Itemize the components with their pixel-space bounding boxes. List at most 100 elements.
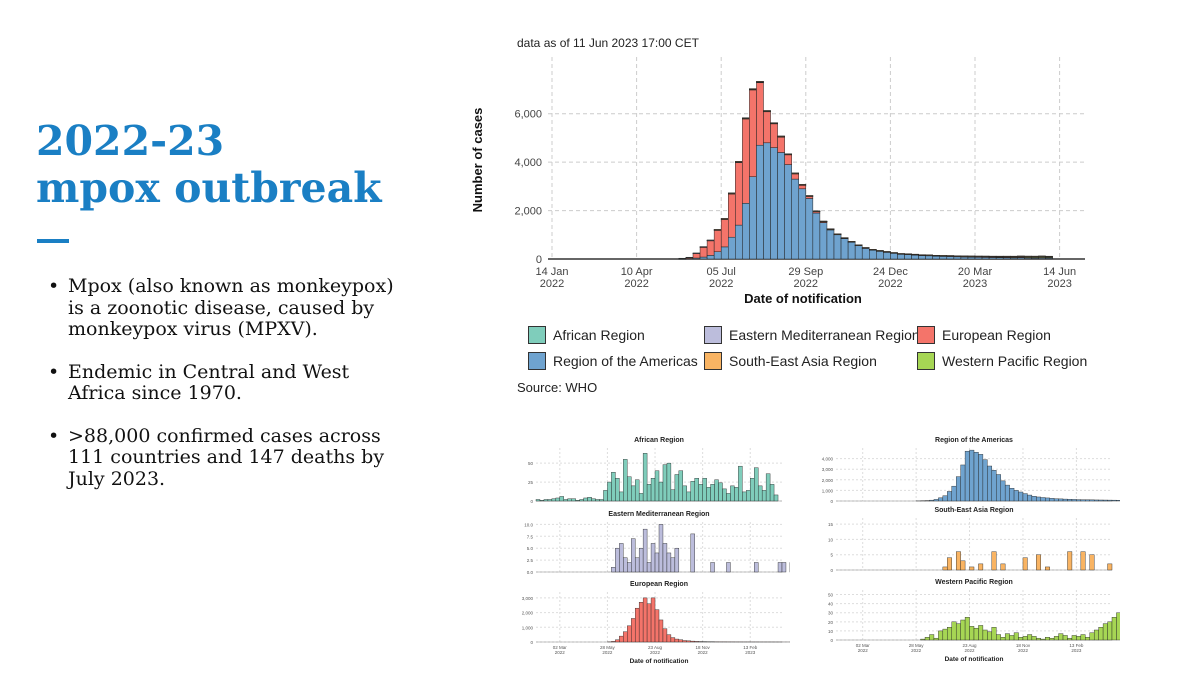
- bar: [773, 494, 779, 502]
- stacked-bar-segment: [728, 193, 736, 238]
- stacked-bar-segment: [749, 88, 757, 90]
- legend-item: Region of the Americas: [528, 352, 698, 370]
- bullet-item: >88,000 confirmed cases across 111 count…: [44, 425, 394, 491]
- bar: [623, 557, 628, 573]
- bar: [623, 459, 628, 502]
- bar: [1045, 637, 1050, 641]
- stacked-bar-segment: [699, 246, 708, 248]
- x-tick-label: 29 Sep: [788, 266, 823, 278]
- y-tick-label: 1,000: [822, 488, 834, 493]
- y-tick-label: 40: [828, 602, 834, 607]
- bar: [1067, 499, 1073, 502]
- bar: [951, 485, 957, 502]
- x-tick-label: 24 Dec: [873, 266, 908, 278]
- x-tick-label: 2023: [963, 278, 987, 290]
- bar: [722, 488, 727, 502]
- bullet-list: Mpox (also known as monkeypox) is a zoon…: [44, 275, 394, 511]
- x-tick-label: 2022: [555, 650, 566, 655]
- bar: [1080, 551, 1086, 571]
- y-tick-label: 0: [830, 499, 833, 504]
- stacked-bar-segment: [706, 255, 715, 260]
- bar: [1067, 637, 1073, 641]
- bar: [1009, 635, 1015, 641]
- stacked-bar-segment: [770, 147, 778, 260]
- y-tick-label: 10.0: [524, 522, 533, 527]
- x-tick-label: 02 Mar: [553, 645, 568, 650]
- stacked-bar-segment: [770, 122, 778, 124]
- y-tick-label: 7.5: [527, 534, 534, 539]
- bar: [734, 487, 739, 502]
- x-tick-label: 05 Jul: [707, 266, 736, 278]
- bar: [638, 602, 644, 643]
- bar: [1071, 635, 1077, 641]
- stacked-bar-segment: [720, 246, 729, 260]
- bar: [991, 627, 997, 641]
- bar: [682, 485, 687, 502]
- bar: [973, 627, 979, 641]
- bar: [666, 634, 672, 643]
- bar: [702, 478, 707, 502]
- bar: [960, 619, 966, 641]
- title-line-2: mpox outbreak: [36, 164, 382, 212]
- bar: [1107, 621, 1113, 641]
- y-tick-label: 2.5: [527, 558, 534, 563]
- bar: [1004, 484, 1010, 502]
- bar: [615, 547, 620, 573]
- bar: [1049, 498, 1055, 502]
- legend-swatch: [528, 352, 546, 370]
- mini-chart-title: Western Pacific Region: [935, 579, 1013, 586]
- legend-item: Eastern Mediterranean Region: [704, 326, 920, 344]
- bar: [579, 499, 584, 502]
- bar: [730, 485, 735, 502]
- legend-label: Region of the Americas: [553, 353, 698, 369]
- x-tick-label: 2023: [745, 650, 756, 655]
- stacked-bar-segment: [756, 82, 764, 146]
- chart-subtitle: data as of 11 Jun 2023 17:00 CET: [517, 36, 700, 50]
- bar: [955, 476, 961, 502]
- stacked-bar-segment: [847, 241, 856, 243]
- bullet-item: Endemic in Central and West Africa since…: [44, 361, 394, 405]
- bar: [982, 629, 988, 641]
- bar: [1102, 623, 1108, 641]
- stacked-bar-segment: [805, 195, 814, 197]
- y-tick-label: 4,000: [514, 157, 542, 169]
- bar: [746, 490, 751, 502]
- bar: [1111, 617, 1117, 641]
- y-tick-label: 5: [830, 553, 833, 558]
- stacked-bar-segment: [833, 233, 842, 235]
- bar: [575, 500, 580, 502]
- bar: [920, 638, 926, 641]
- stacked-bar-segment: [784, 164, 792, 260]
- stacked-bar-segment: [869, 249, 877, 251]
- bar: [658, 481, 664, 502]
- x-tick-label: 2022: [911, 648, 922, 653]
- y-tick-label: 0: [530, 499, 533, 504]
- bar: [710, 562, 715, 573]
- stacked-bar-segment: [819, 222, 828, 260]
- mini-chart-title: Region of the Americas: [935, 437, 1013, 444]
- bar: [642, 597, 648, 643]
- main-stacked-chart: data as of 11 Jun 2023 17:00 CET 0 2,000 4,…: [470, 36, 1085, 306]
- x-tick-label: 2022: [624, 278, 648, 290]
- stacked-bar-segment: [854, 245, 863, 260]
- bar: [1102, 499, 1108, 502]
- bar: [1062, 498, 1068, 502]
- bar: [947, 627, 952, 641]
- bar: [619, 543, 624, 573]
- bar: [627, 476, 632, 502]
- legend-swatch: [917, 352, 935, 370]
- stacked-bar-segment: [1002, 255, 1011, 257]
- bar: [1013, 490, 1019, 502]
- stacked-bar-segment: [706, 240, 715, 256]
- bar: [942, 495, 948, 502]
- bar: [627, 562, 632, 573]
- bar: [757, 485, 763, 502]
- stacked-bar-segment: [883, 251, 891, 260]
- legend-item: European Region: [917, 326, 1051, 344]
- bar: [666, 462, 672, 502]
- stacked-bar-segment: [967, 255, 976, 257]
- y-tick-label: 30: [828, 611, 834, 616]
- x-tick-label: 2022: [794, 278, 818, 290]
- bar: [1080, 499, 1086, 502]
